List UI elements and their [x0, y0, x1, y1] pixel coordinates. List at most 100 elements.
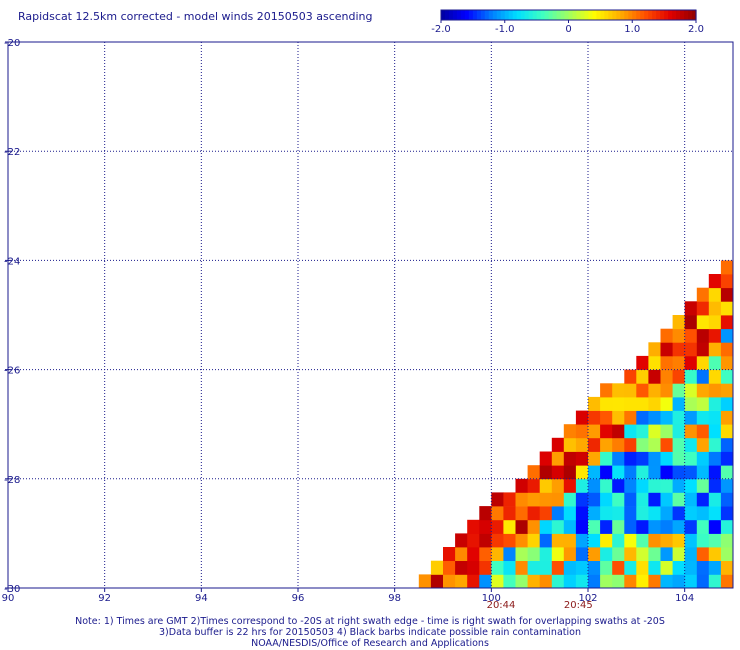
wind-cell [575, 533, 589, 548]
colorbar-swatch [604, 10, 609, 20]
wind-cell [491, 506, 504, 521]
colorbar-swatch [576, 10, 582, 20]
wind-cell [551, 478, 565, 493]
x-tick-label: 96 [292, 593, 305, 604]
x-axis-ticks: 90 92 94 96 98 100 102 104 [2, 588, 694, 604]
colorbar-swatch [672, 10, 677, 20]
y-tick-label: -26 [4, 366, 20, 377]
wind-cell [648, 506, 661, 521]
wind-cell [696, 328, 710, 343]
x-tick-label: 94 [195, 593, 208, 604]
wind-cell [672, 506, 686, 521]
colorbar-swatch [616, 10, 621, 20]
wind-cell [539, 547, 553, 561]
colorbar-swatch [596, 10, 601, 20]
wind-cell [563, 492, 577, 507]
colorbar-swatch [632, 10, 637, 20]
wind-cell [455, 560, 468, 575]
plot-frame [7, 41, 734, 589]
wind-cell [624, 574, 637, 589]
wind-cell [551, 465, 565, 480]
wind-cell [443, 560, 456, 575]
wind-cell [672, 396, 686, 411]
wind-cell [720, 410, 734, 425]
colorbar-swatch [512, 10, 518, 20]
wind-cell [443, 574, 456, 589]
wind-cell [720, 547, 734, 561]
colorbar-swatch [441, 10, 446, 20]
wind-cell [696, 396, 710, 411]
wind-cell [648, 478, 661, 493]
wind-cell [588, 437, 601, 452]
wind-cell [636, 465, 649, 480]
wind-cell [443, 547, 456, 561]
wind-cell [600, 519, 613, 534]
wind-cell [539, 465, 553, 480]
wind-cell [648, 355, 661, 370]
wind-cell [612, 383, 625, 398]
wind-cell [720, 315, 734, 330]
wind-cell [636, 547, 649, 561]
colorbar-swatch [508, 10, 514, 20]
wind-cell [648, 519, 661, 534]
wind-cell [600, 547, 613, 561]
x-tick-label: 100 [482, 593, 501, 604]
wind-cell [479, 519, 492, 534]
wind-cell [563, 465, 577, 480]
wind-cell [672, 465, 686, 480]
wind-cell [660, 519, 673, 534]
wind-cell [575, 506, 589, 521]
wind-cell [479, 506, 492, 521]
wind-cell [672, 560, 686, 575]
wind-cell [588, 547, 601, 561]
wind-cell [684, 506, 698, 521]
wind-cell [539, 519, 553, 534]
wind-cell [575, 478, 589, 493]
wind-cell [708, 547, 722, 561]
wind-cell [684, 424, 698, 439]
wind-cell [588, 533, 601, 548]
wind-cell [684, 533, 698, 548]
wind-cell [636, 519, 649, 534]
wind-cell [479, 574, 492, 589]
y-tick-label: -24 [4, 256, 20, 267]
wind-cell [624, 396, 637, 411]
colorbar-swatch [688, 10, 693, 20]
wind-cell [720, 492, 734, 507]
wind-cell [696, 410, 710, 425]
wind-cell [563, 547, 577, 561]
wind-cell [648, 396, 661, 411]
wind-cell [600, 560, 613, 575]
wind-cell [660, 533, 673, 548]
wind-cell [551, 437, 565, 452]
wind-cell [612, 519, 625, 534]
footnote-line-2: 3)Data buffer is 22 hrs for 20150503 4) … [159, 627, 581, 638]
wind-cell [515, 560, 528, 575]
wind-cell [612, 492, 625, 507]
wind-cell [648, 574, 661, 589]
wind-cell [503, 547, 516, 561]
wind-cell [696, 547, 710, 561]
wind-cell [684, 465, 698, 480]
wind-cell [575, 519, 589, 534]
wind-cell [672, 315, 686, 330]
wind-cell [660, 506, 673, 521]
colorbar-swatch [468, 10, 474, 20]
wind-cell [672, 383, 686, 398]
wind-cell [479, 560, 492, 575]
wind-cell [684, 560, 698, 575]
wind-cell [696, 574, 710, 589]
wind-cell [720, 287, 734, 302]
wind-cell [575, 424, 589, 439]
x-tick-label: 102 [578, 593, 597, 604]
wind-cell [588, 396, 601, 411]
colorbar-swatch [520, 10, 526, 20]
grid-lines [8, 42, 733, 588]
wind-cell [430, 560, 444, 575]
wind-cell [648, 424, 661, 439]
colorbar-swatch [492, 10, 498, 20]
wind-cell [696, 492, 710, 507]
wind-cell [527, 533, 541, 548]
wind-cell [551, 547, 565, 561]
